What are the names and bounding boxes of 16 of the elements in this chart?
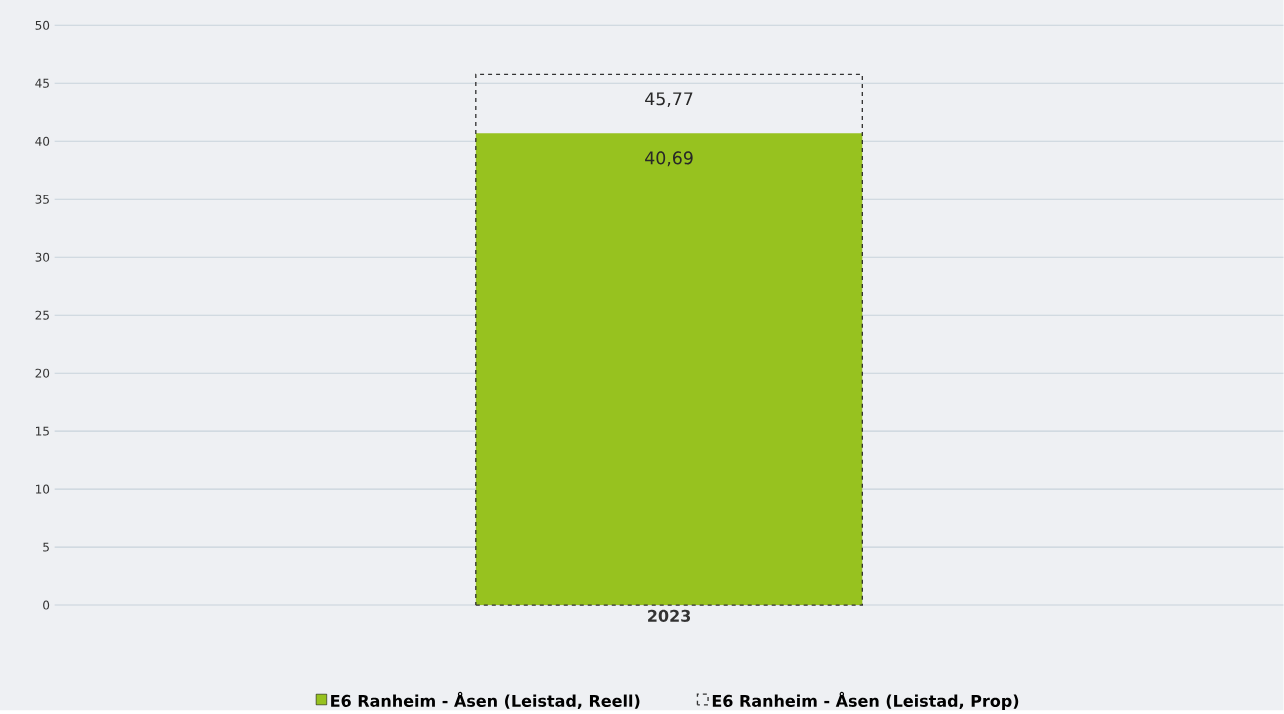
y-tick-label: 45 — [35, 78, 49, 88]
y-tick-label: 25 — [35, 310, 49, 320]
data-label: 40,69 — [645, 151, 693, 167]
y-tick-label: 20 — [35, 368, 50, 378]
x-tick-label: 2023 — [648, 609, 691, 622]
y-tick-label: 30 — [35, 252, 50, 262]
legend-label: E6 Ranheim - Åsen (Leistad, Prop) — [712, 691, 1019, 711]
y-tick-label: 50 — [35, 20, 50, 30]
y-tick-label: 10 — [36, 484, 50, 494]
legend-label: E6 Ranheim - Åsen (Leistad, Reell) — [331, 691, 640, 709]
y-tick-label: 15 — [36, 426, 49, 436]
data-label: 45,77 — [645, 92, 693, 108]
y-tick-label: 5 — [43, 542, 49, 552]
y-tick-label: 35 — [35, 194, 49, 204]
y-tick-label: 0 — [43, 600, 50, 610]
y-tick-label: 40 — [35, 136, 50, 146]
